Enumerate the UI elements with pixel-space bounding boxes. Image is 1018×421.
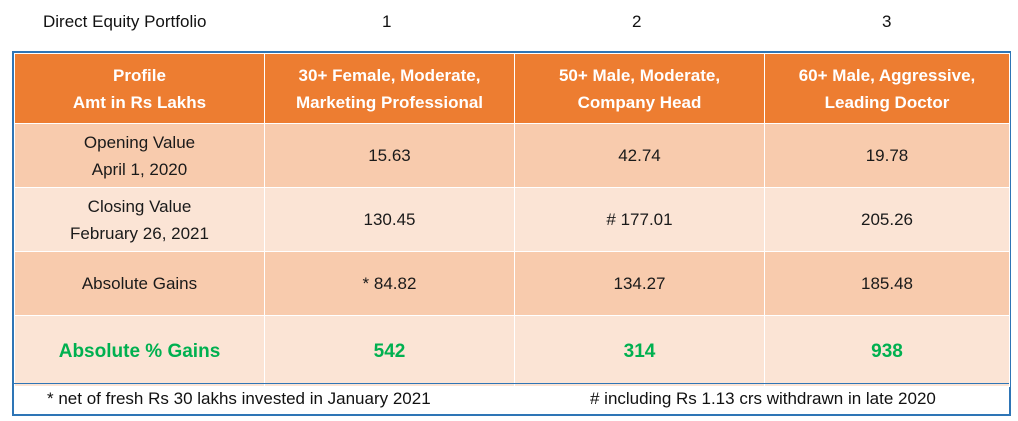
column-number-2: 2 (632, 12, 642, 31)
portfolio-title: Direct Equity Portfolio (43, 12, 207, 31)
opening-value-label-line2: April 1, 2020 (91, 159, 188, 179)
opening-value-row: Opening Value April 1, 2020 15.63 42.74 … (14, 123, 1010, 188)
footnote-asterisk: * net of fresh Rs 30 lakhs invested in J… (47, 389, 431, 408)
footnote-hash: # including Rs 1.13 crs withdrawn in lat… (590, 389, 936, 408)
closing-value-2: # 177.01 (514, 187, 765, 252)
portfolio-table: Profile Amt in Rs Lakhs 30+ Female, Mode… (14, 53, 1010, 387)
header-profile: Profile Amt in Rs Lakhs (14, 53, 265, 124)
header-profile-line2: Amt in Rs Lakhs (72, 92, 207, 112)
header-portfolio-3: 60+ Male, Aggressive, Leading Doctor (764, 53, 1010, 124)
percent-gains-row: Absolute % Gains 542 314 938 (14, 315, 1010, 387)
opening-value-label-line1: Opening Value (83, 132, 196, 152)
percent-gains-1: 542 (264, 315, 515, 387)
header-portfolio-2-line2: Company Head (577, 92, 702, 112)
absolute-gains-label: Absolute Gains (14, 251, 265, 316)
absolute-gains-1: * 84.82 (264, 251, 515, 316)
opening-value-label: Opening Value April 1, 2020 (14, 123, 265, 188)
percent-gains-3: 938 (764, 315, 1010, 387)
portfolio-title-row: Direct Equity Portfolio 1 2 3 (12, 0, 1012, 46)
column-number-3: 3 (882, 12, 892, 31)
closing-value-label: Closing Value February 26, 2021 (14, 187, 265, 252)
opening-value-3: 19.78 (764, 123, 1010, 188)
percent-gains-2: 314 (514, 315, 765, 387)
header-profile-line1: Profile (113, 65, 166, 85)
header-portfolio-3-line2: Leading Doctor (824, 92, 950, 112)
absolute-gains-2: 134.27 (514, 251, 765, 316)
absolute-gains-3: 185.48 (764, 251, 1010, 316)
header-row: Profile Amt in Rs Lakhs 30+ Female, Mode… (14, 53, 1010, 124)
opening-value-2: 42.74 (514, 123, 765, 188)
closing-value-row: Closing Value February 26, 2021 130.45 #… (14, 187, 1010, 252)
closing-value-1: 130.45 (264, 187, 515, 252)
closing-value-label-line2: February 26, 2021 (70, 223, 209, 243)
absolute-gains-row: Absolute Gains * 84.82 134.27 185.48 (14, 251, 1010, 316)
header-portfolio-1-line2: Marketing Professional (295, 92, 484, 112)
footnotes: * net of fresh Rs 30 lakhs invested in J… (14, 383, 1009, 415)
column-number-1: 1 (382, 12, 392, 31)
header-portfolio-2-line1: 50+ Male, Moderate, (558, 65, 721, 85)
percent-gains-label: Absolute % Gains (14, 315, 265, 387)
opening-value-1: 15.63 (264, 123, 515, 188)
header-portfolio-3-line1: 60+ Male, Aggressive, (798, 65, 976, 85)
closing-value-3: 205.26 (764, 187, 1010, 252)
header-portfolio-1: 30+ Female, Moderate, Marketing Professi… (264, 53, 515, 124)
closing-value-label-line1: Closing Value (87, 196, 192, 216)
portfolio-table-frame: Profile Amt in Rs Lakhs 30+ Female, Mode… (12, 51, 1011, 416)
header-portfolio-1-line1: 30+ Female, Moderate, (298, 65, 481, 85)
header-portfolio-2: 50+ Male, Moderate, Company Head (514, 53, 765, 124)
